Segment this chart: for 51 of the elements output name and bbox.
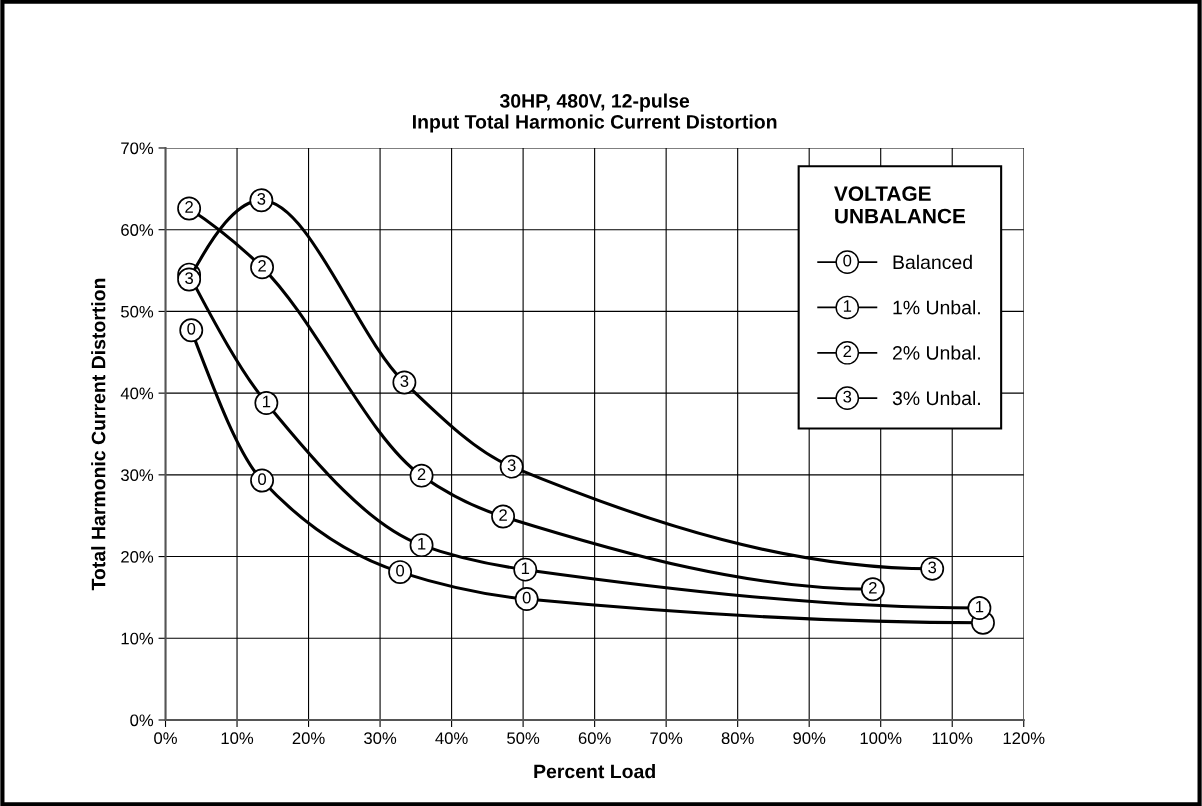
annotation: 3 bbox=[400, 375, 409, 387]
y-tick-label: 20% bbox=[121, 550, 154, 563]
annotation: 1 bbox=[418, 537, 426, 550]
y-tick-label: 10% bbox=[121, 632, 154, 645]
y-tick-label: 0% bbox=[130, 714, 154, 727]
annotation: 3 bbox=[185, 272, 194, 285]
y-tick-label: 50% bbox=[121, 305, 154, 318]
annotation: 3 bbox=[507, 459, 516, 472]
text: 2 bbox=[843, 345, 852, 358]
annotation: 2 bbox=[499, 509, 507, 521]
annotation: 0 bbox=[187, 322, 196, 335]
annotation: 2 bbox=[185, 201, 193, 213]
annotation: 2 bbox=[417, 468, 426, 480]
annotation: 3 bbox=[928, 561, 937, 574]
annotation: 1 bbox=[521, 562, 530, 574]
annotation: 0 bbox=[258, 473, 267, 486]
x-tick-label: 0% bbox=[154, 732, 177, 745]
text: 3 bbox=[843, 390, 852, 403]
legend-title: VOLTAGE UNBALANCE bbox=[834, 186, 966, 224]
x-tick-label: 30% bbox=[364, 732, 397, 745]
x-tick-label: 80% bbox=[721, 732, 754, 745]
annotation: 1 bbox=[976, 600, 984, 613]
y-tick-label: 30% bbox=[120, 469, 154, 482]
x-tick-label: 50% bbox=[507, 732, 540, 745]
x-tick-label: 20% bbox=[292, 732, 325, 745]
x-tick-label: 100% bbox=[860, 732, 902, 745]
legend-label: 1% Unbal. bbox=[893, 300, 980, 315]
y-tick-label: 40% bbox=[120, 387, 154, 400]
annotation: 2 bbox=[258, 259, 266, 272]
x-tick-label: 40% bbox=[435, 732, 468, 745]
y-tick-label: 70% bbox=[121, 142, 154, 155]
x-tick-label: 10% bbox=[221, 732, 254, 745]
annotation: 1 bbox=[262, 395, 271, 408]
text: 1 bbox=[843, 300, 852, 312]
legend-label: 3% Unbal. bbox=[892, 390, 980, 406]
annotation: 3 bbox=[257, 192, 266, 205]
x-tick-label: 60% bbox=[578, 732, 611, 745]
x-tick-label: 120% bbox=[1003, 732, 1045, 745]
chart-title: 30HP, 480V, 12-pulse Input Total Harmonic Current Distortion bbox=[413, 93, 777, 133]
x-tick-label: 90% bbox=[793, 732, 826, 745]
legend-label: 2% Unbal. bbox=[892, 345, 980, 360]
text: 0 bbox=[843, 254, 852, 267]
y-tick-label: 60% bbox=[121, 224, 154, 236]
annotation: 2 bbox=[869, 581, 877, 594]
legend-label: Balanced bbox=[893, 254, 972, 270]
x-axis-title: Percent Load bbox=[534, 764, 655, 779]
annotation: 0 bbox=[396, 564, 405, 577]
x-tick-label: 110% bbox=[932, 732, 973, 745]
y-axis-title: Total Harmonic Current Distortion bbox=[91, 278, 106, 591]
x-tick-label: 70% bbox=[650, 732, 683, 745]
annotation: 0 bbox=[522, 591, 531, 604]
